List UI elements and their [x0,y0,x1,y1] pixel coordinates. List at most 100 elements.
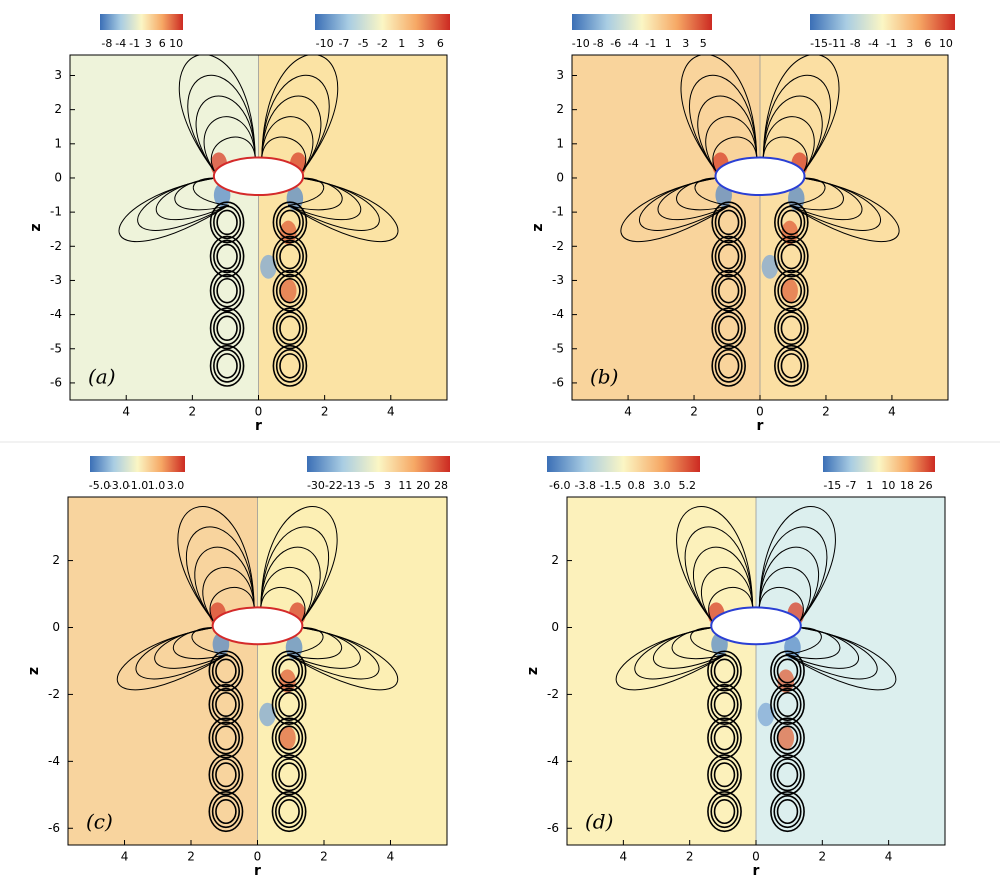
streamline [705,116,758,174]
colorbar-tick-label: -2 [377,37,388,50]
vorticity-blob [260,254,277,279]
colorbar-tick-label: -8 [101,37,112,50]
x-axis-label: r [255,418,262,434]
colorbar-tick-label: -1 [645,37,656,50]
vorticity-blob [259,702,276,727]
colorbar [307,456,450,472]
vortex-loop [271,650,307,692]
colorbar-tick-label: 3 [682,37,689,50]
vortex-loop [711,235,746,278]
vortex-loop [707,683,742,726]
vortex-loop [777,239,806,274]
streamline [193,177,229,206]
y-tick-label: -6 [547,821,559,835]
x-tick-label: 2 [189,405,197,419]
y-tick-label: -3 [50,273,62,287]
x-tick-label: 0 [756,405,764,419]
colorbar-tick-label: -1 [886,37,897,50]
vortex-loop [714,205,743,240]
vortex-loop [278,762,300,788]
colorbar-tick-label: 6 [437,37,444,50]
vortex-loop [774,235,809,278]
vortex-loop [211,654,241,688]
vortex-loop [274,687,304,721]
streamline [690,626,727,655]
vortex-loop [773,795,802,829]
vortex-loop [208,650,244,692]
vorticity-blob [788,186,805,211]
streamline [209,587,255,623]
streamline [261,95,322,174]
x-tick-label: 4 [387,405,395,419]
y-tick-label: 2 [54,102,62,116]
streamline [261,136,307,174]
vortex-loop [213,273,242,308]
y-tick-label: -6 [552,375,564,389]
streamline [260,587,306,623]
streamline [684,526,754,623]
vortex-loop [209,269,245,312]
vortex-loop [707,650,742,692]
colorbar-tick-label: -4 [868,37,879,50]
vortex-loop [274,721,304,755]
colorbar-tick-label: -4 [115,37,126,50]
vortex-loop [776,762,799,788]
vortex-loop [216,277,238,304]
vortex-loop [780,243,803,270]
x-tick-label: 4 [122,405,130,419]
x-tick-label: 2 [822,405,830,419]
vortex-loop [713,762,736,788]
vortex-loop [773,721,802,755]
vorticity-blob [781,278,798,303]
y-tick-label: 0 [52,620,60,634]
vortex-loop [272,344,308,387]
colorbar [100,14,183,30]
vortex-loop [213,311,242,346]
vortex-loop [717,277,740,304]
x-tick-label: 2 [818,850,826,864]
streamline [692,546,754,623]
y-tick-label: -1 [552,205,564,219]
x-tick-label: 2 [686,850,694,864]
colorbar [823,456,935,472]
panel-label: (a) [88,365,116,389]
colorbar-tick-label: 26 [919,479,933,492]
x-tick-label: 2 [320,850,328,864]
vortex-loop [714,348,743,383]
y-tick-label: -5 [50,341,62,355]
plot-area [572,55,948,400]
vortex-loop [780,353,803,379]
vortex-loop [216,315,238,342]
vortex-loop [713,658,736,684]
vortex-loop [713,799,736,825]
vortex-loop [710,795,739,829]
streamline [191,626,228,655]
colorbar-tick-label: -5 [358,37,369,50]
colorbar-tick-label: 5 [700,37,707,50]
vortex-loop [770,717,805,759]
streamline [202,567,255,623]
vortex-loop [774,201,809,244]
vortex-loop [776,799,799,825]
vortex-loop [279,315,301,342]
vortex-loop [776,725,799,751]
vortex-loop [278,799,300,825]
streamline [762,136,808,174]
colorbar-tick-label: 6 [924,37,931,50]
x-tick-label: 4 [121,850,129,864]
vortex-loop [773,654,802,688]
y-tick-label: -4 [547,754,559,768]
colorbar-tick-label: 0.8 [628,479,646,492]
streamline [694,177,731,206]
panel-label: (c) [86,810,113,834]
vortex-loop [780,315,803,342]
streamline [288,177,399,243]
vortex-loop [279,277,301,304]
vortex-loop [711,201,746,244]
vortex-loop [213,348,242,383]
vortex-loop [216,353,238,379]
colorbar-tick-label: -1.5 [600,479,621,492]
vortex-loop [777,348,806,383]
y-tick-label: 0 [556,170,564,184]
